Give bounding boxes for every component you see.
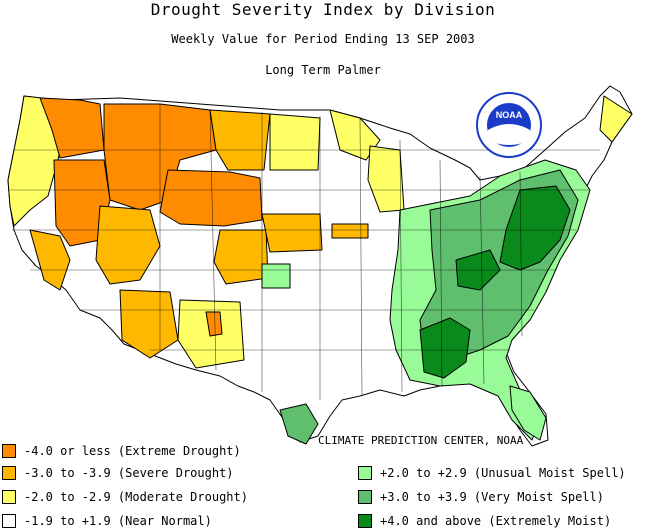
- legend-item-extremely-moist: +4.0 and above (Extremely Moist): [358, 513, 611, 529]
- region-nebraska-severe: [261, 213, 323, 253]
- region-iowa-severe: [331, 223, 369, 239]
- region-kansas-moist: [261, 263, 291, 289]
- legend-swatch: [358, 490, 372, 504]
- legend-label: -2.0 to -2.9 (Moderate Drought): [24, 490, 248, 504]
- legend-item-extreme-drought: -4.0 or less (Extreme Drought): [2, 443, 241, 459]
- legend-label: +3.0 to +3.9 (Very Moist Spell): [380, 490, 604, 504]
- legend-swatch: [2, 444, 16, 458]
- region-newmexico-extreme: [205, 311, 223, 337]
- legend-swatch: [358, 466, 372, 480]
- index-type-label: Long Term Palmer: [265, 63, 381, 77]
- noaa-logo: NOAA: [474, 90, 544, 160]
- map-subtitle: Weekly Value for Period Ending 13 SEP 20…: [171, 32, 475, 46]
- legend-item-very-moist: +3.0 to +3.9 (Very Moist Spell): [358, 489, 604, 505]
- region-wisconsin-moderate: [367, 145, 405, 213]
- legend-swatch: [358, 514, 372, 528]
- legend-swatch: [2, 514, 16, 528]
- legend-swatch: [2, 490, 16, 504]
- legend-item-unusual-moist: +2.0 to +2.9 (Unusual Moist Spell): [358, 465, 626, 481]
- division-boundaries: [10, 104, 600, 400]
- region-arizona-severe: [119, 289, 179, 359]
- legend-swatch: [2, 466, 16, 480]
- region-california-severe: [29, 229, 71, 291]
- us-drought-map: [7, 85, 633, 447]
- region-colorado-severe: [213, 229, 269, 285]
- legend-label: -3.0 to -3.9 (Severe Drought): [24, 466, 234, 480]
- region-wyoming-extreme: [159, 169, 263, 227]
- region-southeast-extremely-moist: [419, 317, 471, 379]
- map-title: Drought Severity Index by Division: [150, 0, 496, 19]
- legend-item-moderate-drought: -2.0 to -2.9 (Moderate Drought): [2, 489, 248, 505]
- region-florida-unusual-moist: [509, 385, 547, 441]
- legend-label: -1.9 to +1.9 (Near Normal): [24, 514, 212, 528]
- region-appalachia-extremely-moist: [499, 185, 571, 271]
- legend-label: +2.0 to +2.9 (Unusual Moist Spell): [380, 466, 626, 480]
- legend-item-severe-drought: -3.0 to -3.9 (Severe Drought): [2, 465, 234, 481]
- region-great-basin-severe: [95, 205, 161, 285]
- legend-item-near-normal: -1.9 to +1.9 (Near Normal): [2, 513, 212, 529]
- region-texas-very-moist: [279, 403, 319, 445]
- legend-label: +4.0 and above (Extremely Moist): [380, 514, 612, 528]
- noaa-logo-text: NOAA: [496, 110, 523, 120]
- region-montana-east-severe: [209, 109, 271, 171]
- region-maine-moderate: [599, 95, 633, 143]
- legend-label: -4.0 or less (Extreme Drought): [24, 444, 241, 458]
- region-dakotas-moderate: [269, 113, 321, 171]
- credit-label: CLIMATE PREDICTION CENTER, NOAA: [318, 434, 524, 447]
